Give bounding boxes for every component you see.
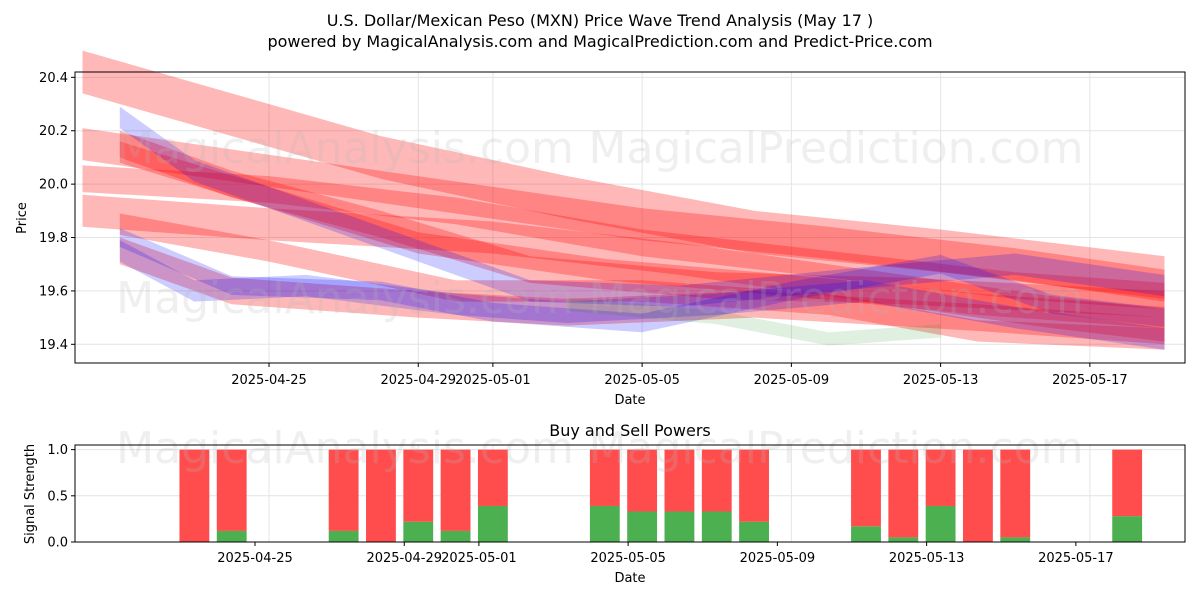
buy-bar <box>403 521 434 542</box>
buy-bar <box>440 530 471 542</box>
buy-bar <box>1000 537 1031 542</box>
price-band-3 <box>82 194 1165 342</box>
price-band-11 <box>567 297 941 346</box>
price-y-tick-label: 19.8 <box>39 231 68 246</box>
buy-bar <box>701 511 732 542</box>
sell-bar <box>701 449 732 512</box>
price-band-2 <box>82 165 1165 310</box>
price-y-label: Price <box>15 202 30 234</box>
buy-bar <box>477 505 508 542</box>
price-y-tick-label: 20.4 <box>39 71 68 86</box>
price-band-1 <box>82 128 1165 302</box>
price-band-9 <box>119 240 1165 350</box>
sell-bar <box>328 449 359 531</box>
sell-bar <box>739 449 769 522</box>
signal-x-ticks: 2025-04-25 2025-04-29 2025-05-01 2025-05-05… <box>217 542 1114 566</box>
price-y-tick-label: 19.6 <box>39 284 68 299</box>
price-band-10 <box>119 228 1165 333</box>
sell-bar <box>179 449 210 542</box>
watermark-left-bottom: MagicalAnalysis.com <box>116 423 574 474</box>
buy-bar <box>664 511 695 542</box>
price-band-5 <box>119 237 1165 345</box>
sell-bar <box>1000 449 1031 538</box>
buy-bar <box>739 521 769 542</box>
signal-chart-title: Buy and Sell Powers <box>549 421 711 440</box>
signal-x-tick-label: 2025-05-05 <box>590 551 666 566</box>
signal-y-tick-label: 1.0 <box>47 443 68 458</box>
signal-x-tick-label: 2025-05-09 <box>740 551 816 566</box>
sell-bar <box>403 449 434 522</box>
sell-bar <box>1112 449 1143 517</box>
buy-bar <box>888 537 919 542</box>
price-x-tick-label: 2025-04-25 <box>231 373 307 388</box>
signal-y-label: Signal Strength <box>23 444 38 544</box>
watermark-left-top: MagicalAnalysis.com <box>116 123 574 174</box>
signal-x-tick-label: 2025-04-29 <box>366 551 442 566</box>
signal-x-tick-label: 2025-05-01 <box>441 551 517 566</box>
signal-y-tick-label: 0.0 <box>47 536 68 551</box>
price-x-ticks: 2025-04-25 2025-04-29 2025-05-01 2025-05-05… <box>231 363 1128 388</box>
sell-bar <box>664 449 695 512</box>
sell-bar <box>925 449 956 506</box>
sell-bar <box>440 449 471 531</box>
price-y-ticks: 19.4 19.6 19.8 20.0 20.2 20.4 <box>39 71 75 353</box>
price-band-0 <box>82 50 1165 299</box>
watermark-right-top: MagicalPrediction.com <box>589 123 1084 174</box>
buy-bar <box>216 530 247 542</box>
watermark-right-bottom: MagicalPrediction.com <box>589 423 1084 474</box>
watermark-group-top: MagicalAnalysis.com MagicalPrediction.co… <box>116 123 1083 324</box>
sell-bar <box>216 449 247 531</box>
signal-y-tick-label: 0.5 <box>47 489 68 504</box>
signal-plot-frame <box>74 444 1186 543</box>
price-x-tick-label: 2025-04-29 <box>380 373 456 388</box>
price-x-tick-label: 2025-05-05 <box>604 373 680 388</box>
price-grid <box>75 72 1185 363</box>
chart-title-line1: U.S. Dollar/Mexican Peso (MXN) Price Wav… <box>327 11 874 30</box>
buy-bar <box>328 530 359 542</box>
price-band-4 <box>119 130 1165 318</box>
sell-bar <box>366 449 396 542</box>
buy-bar <box>1112 516 1143 542</box>
signal-y-ticks: 0.0 0.5 1.0 <box>47 443 75 551</box>
sell-bar <box>963 449 993 542</box>
price-x-tick-label: 2025-05-09 <box>754 373 830 388</box>
sell-bar <box>888 449 919 538</box>
price-y-tick-label: 20.2 <box>39 124 68 139</box>
price-y-tick-label: 19.4 <box>39 338 68 353</box>
price-x-label: Date <box>614 393 645 408</box>
signal-x-label: Date <box>614 571 645 586</box>
buy-bar <box>589 505 620 542</box>
chart-title-line2: powered by MagicalAnalysis.com and Magic… <box>267 32 932 51</box>
sell-bar <box>477 449 508 506</box>
price-x-tick-label: 2025-05-17 <box>1052 373 1128 388</box>
price-band-7 <box>119 141 1165 329</box>
signal-x-tick-label: 2025-05-13 <box>889 551 965 566</box>
buy-bar <box>627 511 658 542</box>
signal-x-tick-label: 2025-05-17 <box>1038 551 1114 566</box>
watermark-left-mid: MagicalAnalysis.com <box>116 273 574 324</box>
price-x-tick-label: 2025-05-01 <box>455 373 531 388</box>
price-bands <box>82 50 1165 350</box>
watermark-group-bottom: MagicalAnalysis.com MagicalPrediction.co… <box>116 423 1083 474</box>
price-x-tick-label: 2025-05-13 <box>903 373 979 388</box>
watermark-right-mid: MagicalPrediction.com <box>589 273 1084 324</box>
price-band-6 <box>119 213 1165 350</box>
signal-bars <box>179 449 1143 542</box>
sell-bar <box>851 449 881 527</box>
buy-bar <box>851 526 881 542</box>
price-y-tick-label: 20.0 <box>39 178 68 193</box>
sell-bar <box>627 449 658 512</box>
signal-x-tick-label: 2025-04-25 <box>217 551 293 566</box>
price-plot-frame <box>74 71 1186 364</box>
sell-bar <box>589 449 620 506</box>
buy-bar <box>925 505 956 542</box>
